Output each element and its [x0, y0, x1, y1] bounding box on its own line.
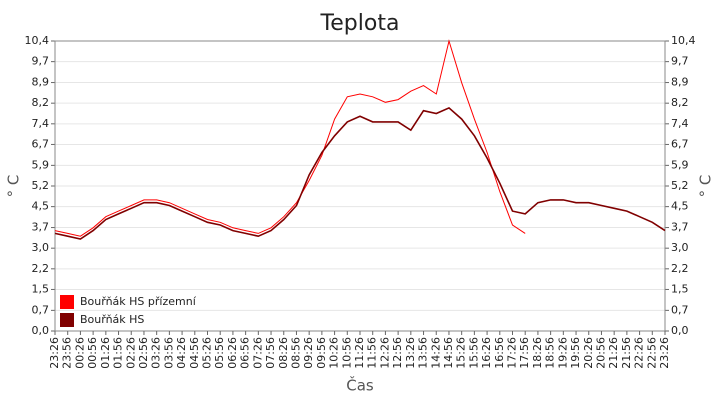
series-line — [54, 106, 666, 240]
x-tick-label: 18:56 — [544, 337, 557, 369]
x-tick-label: 16:56 — [493, 337, 506, 369]
x-tick-label: 00:56 — [86, 337, 99, 369]
x-tick-label: 19:26 — [556, 337, 569, 369]
x-tick-label: 23:26 — [658, 337, 671, 369]
y-tick-label: 0,7 — [32, 303, 50, 316]
y2-tick-label: 0,0 — [671, 324, 689, 337]
x-tick-label: 05:26 — [201, 337, 214, 369]
x-tick-label: 12:56 — [391, 337, 404, 369]
y-tick-label: 2,2 — [32, 262, 50, 275]
y2-tick-label: 8,9 — [671, 76, 689, 89]
x-tick-label: 05:56 — [213, 337, 226, 369]
y2-tick-label: 4,5 — [671, 200, 689, 213]
y2-tick-label: 3,7 — [671, 221, 689, 234]
x-tick-label: 10:26 — [328, 337, 341, 369]
chart-title: Teplota — [320, 11, 400, 36]
x-tick-label: 23:26 — [48, 337, 61, 369]
x-tick-label: 14:56 — [442, 337, 455, 369]
x-tick-label: 08:56 — [289, 337, 302, 369]
x-tick-label: 20:26 — [582, 337, 595, 369]
x-tick-label: 23:56 — [61, 337, 74, 369]
x-tick-label: 18:26 — [531, 337, 544, 369]
x-tick-label: 17:26 — [506, 337, 519, 369]
x-tick-label: 22:26 — [633, 337, 646, 369]
x-tick-label: 06:56 — [239, 337, 252, 369]
y-tick-label: 6,7 — [32, 137, 50, 150]
y2-tick-label: 9,7 — [671, 55, 689, 68]
y-tick-label: 8,9 — [32, 76, 50, 89]
x-tick-label: 02:56 — [137, 337, 150, 369]
x-tick-label: 15:56 — [467, 337, 480, 369]
y2-axis-label: ° C — [697, 175, 715, 198]
y-tick-label: 5,2 — [32, 179, 50, 192]
x-tick-label: 10:56 — [340, 337, 353, 369]
y2-tick-label: 6,7 — [671, 137, 689, 150]
y2-tick-label: 2,2 — [671, 262, 689, 275]
y2-tick-label: 5,2 — [671, 179, 689, 192]
x-tick-label: 04:56 — [188, 337, 201, 369]
y-axis-label: ° C — [5, 175, 23, 198]
y-tick-label: 1,5 — [32, 282, 50, 295]
legend-label: Bouřňák HS — [80, 313, 144, 326]
x-tick-label: 13:26 — [404, 337, 417, 369]
x-tick-label: 02:26 — [124, 337, 137, 369]
y-tick-label: 10,4 — [25, 34, 50, 47]
y2-tick-label: 8,2 — [671, 96, 689, 109]
y-tick-label: 4,5 — [32, 200, 50, 213]
legend-label: Bouřňák HS přízemní — [80, 295, 197, 308]
y-tick-label: 7,4 — [32, 117, 50, 130]
x-tick-label: 19:56 — [569, 337, 582, 369]
x-tick-label: 21:26 — [607, 337, 620, 369]
x-tick-label: 04:26 — [175, 337, 188, 369]
x-tick-label: 17:56 — [518, 337, 531, 369]
x-tick-label: 21:56 — [620, 337, 633, 369]
y-tick-label: 8,2 — [32, 96, 50, 109]
x-tick-label: 11:26 — [353, 337, 366, 369]
y-tick-label: 9,7 — [32, 55, 50, 68]
y2-tick-label: 0,7 — [671, 303, 689, 316]
y-tick-label: 3,0 — [32, 241, 50, 254]
series-line — [54, 39, 526, 237]
x-tick-label: 03:26 — [150, 337, 163, 369]
x-tick-label: 14:26 — [429, 337, 442, 369]
y2-tick-label: 1,5 — [671, 282, 689, 295]
x-tick-label: 09:56 — [315, 337, 328, 369]
y-tick-label: 5,9 — [32, 158, 50, 171]
x-tick-label: 15:26 — [455, 337, 468, 369]
x-tick-label: 00:26 — [73, 337, 86, 369]
x-tick-label: 09:26 — [302, 337, 315, 369]
y2-tick-label: 7,4 — [671, 117, 689, 130]
x-tick-label: 13:56 — [417, 337, 430, 369]
y2-tick-label: 10,4 — [671, 34, 696, 47]
x-tick-label: 03:56 — [162, 337, 175, 369]
x-tick-label: 11:56 — [366, 337, 379, 369]
x-tick-label: 01:56 — [112, 337, 125, 369]
x-tick-label: 01:26 — [99, 337, 112, 369]
legend-swatch — [60, 313, 74, 327]
x-tick-label: 08:26 — [277, 337, 290, 369]
x-tick-label: 16:26 — [480, 337, 493, 369]
x-tick-label: 22:56 — [645, 337, 658, 369]
y-tick-label: 0,0 — [32, 324, 50, 337]
y2-tick-label: 5,9 — [671, 158, 689, 171]
x-tick-label: 07:56 — [264, 337, 277, 369]
x-tick-label: 20:56 — [594, 337, 607, 369]
y2-tick-label: 3,0 — [671, 241, 689, 254]
x-tick-label: 07:26 — [251, 337, 264, 369]
x-tick-label: 06:26 — [226, 337, 239, 369]
legend-swatch — [60, 295, 74, 309]
x-tick-label: 12:26 — [378, 337, 391, 369]
x-axis-label: Čas — [346, 376, 374, 395]
y-tick-label: 3,7 — [32, 221, 50, 234]
